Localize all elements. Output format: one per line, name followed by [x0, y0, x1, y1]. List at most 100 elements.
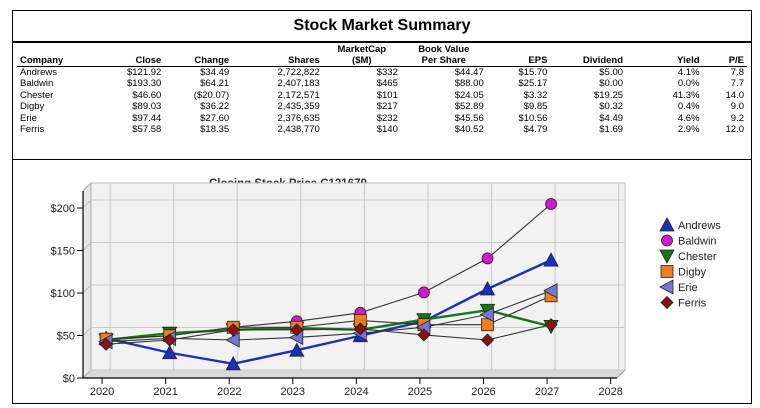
legend-marker-digby — [660, 265, 674, 278]
table-cell: Digby — [20, 101, 45, 113]
column-header: Book Value Per Share — [418, 44, 470, 66]
table-cell: $24.05 — [454, 89, 484, 101]
table-cell: $465 — [376, 78, 398, 90]
legend-label: Erie — [678, 282, 698, 294]
series-line-ferris — [106, 324, 552, 345]
table-cell: 14.0 — [725, 89, 745, 101]
legend-label: Baldwin — [678, 236, 717, 248]
closing-price-chart: Closing Stock Price C121679$0$50$100$150… — [51, 178, 722, 398]
point-ferris — [353, 322, 367, 336]
table-cell: $5.00 — [599, 67, 624, 78]
grid-depth-line — [82, 369, 92, 379]
table-cell: $4.79 — [523, 124, 548, 136]
table-cell: Baldwin — [20, 78, 54, 90]
legend-label: Digby — [678, 267, 707, 279]
table-cell: $1.69 — [599, 124, 624, 136]
table-cell: Andrews — [20, 67, 57, 78]
table-cell: Erie — [20, 112, 37, 124]
point-baldwin — [545, 198, 557, 210]
plot-left-wall — [82, 181, 92, 380]
stock-summary-table: Company Close Change Shares MarketCap ($M) Boo… — [17, 44, 747, 135]
chart-bottom-rule — [13, 403, 751, 404]
point-andrews — [225, 355, 241, 371]
table-cell: $89.03 — [132, 101, 162, 113]
table-cell: 7.8 — [730, 67, 744, 78]
table-row: Ferris $57.58 $18.35 2,438,770 $140 $40.52 $4.… — [17, 124, 747, 135]
table-cell: ($20.07) — [193, 89, 230, 101]
point-andrews — [479, 281, 496, 296]
x-tick-label: 2021 — [153, 386, 177, 398]
table-cell: $121.92 — [126, 67, 162, 78]
point-ferris — [99, 337, 113, 351]
report-frame: Stock Market Summary Company Close Change S… — [12, 10, 752, 404]
grid-depth-line — [82, 199, 92, 209]
table-row: Chester $46.60 ($20.07) 2,172,571 $101 $24.05… — [17, 90, 747, 101]
table-cell: $140 — [376, 124, 398, 136]
table-cell: $44.47 — [454, 67, 484, 78]
y-tick-label: $150 — [51, 246, 75, 258]
table-cell: 7.7 — [730, 78, 744, 90]
table-cell: Chester — [20, 89, 54, 101]
table-cell: $15.70 — [518, 67, 548, 78]
column-header: Dividend — [582, 55, 624, 66]
table-cell: $3.32 — [523, 89, 548, 101]
table-cell: 9.0 — [730, 101, 744, 113]
table-cell: $10.56 — [518, 112, 548, 124]
column-header: P/E — [728, 55, 744, 66]
y-tick-label: $0 — [63, 373, 75, 385]
point-andrews — [289, 342, 305, 357]
table-cell: 2,435,359 — [277, 101, 320, 113]
grid-depth-line — [82, 327, 92, 336]
table-cell: 2,407,183 — [277, 78, 320, 90]
table-cell: $19.25 — [593, 89, 624, 101]
point-baldwin — [481, 252, 494, 265]
table-cell: $193.30 — [126, 78, 162, 90]
legend-label: Andrews — [678, 220, 721, 232]
point-erie — [543, 283, 558, 299]
point-erie — [479, 306, 494, 323]
table-cell: 4.1% — [677, 67, 700, 78]
section-divider — [13, 159, 751, 160]
table-cell: $88.00 — [454, 78, 484, 90]
table-cell: $9.85 — [523, 101, 548, 113]
point-ferris — [417, 328, 431, 342]
table-cell: $97.44 — [132, 112, 162, 124]
table-cell: 2,438,770 — [277, 124, 320, 136]
table-cell: $57.58 — [132, 124, 162, 136]
column-header: EPS — [528, 55, 548, 66]
table-cell: 4.6% — [677, 112, 700, 124]
y-tick-label: $50 — [57, 331, 75, 343]
legend-marker-andrews — [659, 217, 675, 232]
table-cell: $52.89 — [454, 101, 484, 113]
table-cell: $217 — [376, 101, 398, 113]
x-tick-label: 2023 — [281, 386, 305, 398]
x-tick-label: 2024 — [344, 386, 368, 398]
legend-marker-chester — [659, 249, 675, 264]
table-cell: $332 — [376, 67, 398, 78]
table-cell: $46.60 — [132, 89, 162, 101]
table-cell: 9.2 — [730, 112, 744, 124]
x-tick-label: 2028 — [598, 386, 622, 398]
table-cell: $36.22 — [200, 101, 230, 113]
x-tick-label: 2027 — [535, 386, 559, 398]
plot-floor — [81, 369, 627, 379]
point-ferris — [163, 333, 177, 347]
table-cell: $27.60 — [200, 112, 230, 124]
legend-label: Chester — [678, 251, 717, 263]
chart-container: Closing Stock Price C121679$0$50$100$150… — [13, 163, 751, 403]
y-tick-label: $200 — [51, 203, 75, 215]
table-cell: 0.0% — [677, 78, 700, 90]
summary-title: Stock Market Summary — [13, 11, 751, 43]
column-header: MarketCap ($M) — [337, 44, 387, 66]
table-header-row: Company Close Change Shares MarketCap ($M) Boo… — [17, 44, 747, 67]
column-header: Company — [20, 55, 64, 66]
table-cell: 12.0 — [725, 124, 745, 136]
x-tick-label: 2020 — [90, 386, 114, 398]
table-cell: Ferris — [20, 124, 45, 136]
y-tick-label: $100 — [51, 288, 75, 300]
table-cell: 2,722,822 — [277, 67, 320, 78]
table-cell: $4.49 — [599, 112, 624, 124]
point-erie — [225, 332, 240, 348]
series-line-digby — [106, 295, 552, 340]
table-cell: $18.35 — [200, 124, 230, 136]
